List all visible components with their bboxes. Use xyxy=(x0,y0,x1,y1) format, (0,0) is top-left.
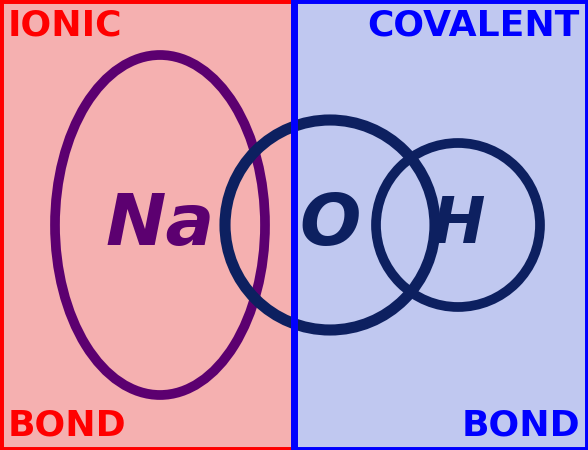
Text: BOND: BOND xyxy=(8,408,126,442)
Text: IONIC: IONIC xyxy=(8,8,122,42)
Text: BOND: BOND xyxy=(462,408,580,442)
Bar xyxy=(0,0,294,450)
Bar xyxy=(0,0,294,450)
Text: Na: Na xyxy=(105,190,215,260)
Text: O: O xyxy=(299,190,360,260)
Text: H: H xyxy=(431,194,485,256)
Bar xyxy=(294,0,588,450)
Bar xyxy=(294,0,588,450)
Text: COVALENT: COVALENT xyxy=(368,8,580,42)
